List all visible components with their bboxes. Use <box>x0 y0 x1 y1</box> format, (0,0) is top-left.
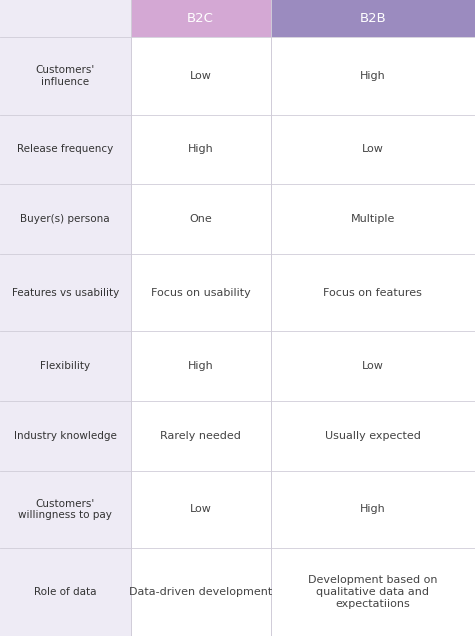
Bar <box>0 114 131 184</box>
Text: Low: Low <box>362 361 384 371</box>
Text: Customers'
willingness to pay: Customers' willingness to pay <box>19 499 112 520</box>
Text: Features vs usability: Features vs usability <box>12 287 119 298</box>
Text: Customers'
influence: Customers' influence <box>36 65 95 86</box>
Bar <box>271 254 475 331</box>
Text: Focus on features: Focus on features <box>323 287 422 298</box>
Bar <box>0 471 131 548</box>
Text: B2B: B2B <box>360 12 386 25</box>
Bar <box>131 401 271 471</box>
Text: Low: Low <box>190 71 212 81</box>
Bar <box>0 37 131 114</box>
Text: Development based on
qualitative data and
expectatiions: Development based on qualitative data an… <box>308 576 437 609</box>
Bar <box>271 0 475 37</box>
Bar <box>131 184 271 254</box>
Bar <box>271 114 475 184</box>
Text: High: High <box>188 361 214 371</box>
Bar <box>131 114 271 184</box>
Text: One: One <box>190 214 212 224</box>
Text: Rarely needed: Rarely needed <box>160 431 241 441</box>
Bar <box>0 548 131 636</box>
Bar <box>0 254 131 331</box>
Bar <box>131 548 271 636</box>
Text: Role of data: Role of data <box>34 587 96 597</box>
Bar <box>0 331 131 401</box>
Text: Flexibility: Flexibility <box>40 361 90 371</box>
Bar <box>131 0 271 37</box>
Bar <box>131 254 271 331</box>
Text: High: High <box>360 504 386 515</box>
Bar <box>131 37 271 114</box>
Text: Release frequency: Release frequency <box>17 144 114 155</box>
Text: High: High <box>360 71 386 81</box>
Text: Multiple: Multiple <box>351 214 395 224</box>
Bar <box>131 471 271 548</box>
Bar <box>271 184 475 254</box>
Bar <box>131 331 271 401</box>
Text: High: High <box>188 144 214 155</box>
Text: Buyer(s) persona: Buyer(s) persona <box>20 214 110 224</box>
Text: Industry knowledge: Industry knowledge <box>14 431 117 441</box>
Bar <box>0 401 131 471</box>
Bar <box>271 331 475 401</box>
Text: B2C: B2C <box>187 12 214 25</box>
Bar <box>271 471 475 548</box>
Bar <box>271 37 475 114</box>
Bar <box>271 548 475 636</box>
Text: Data-driven development: Data-driven development <box>129 587 272 597</box>
Bar <box>0 184 131 254</box>
Bar <box>271 401 475 471</box>
Text: Low: Low <box>190 504 212 515</box>
Text: Low: Low <box>362 144 384 155</box>
Text: Focus on usability: Focus on usability <box>151 287 251 298</box>
Bar <box>0 0 131 37</box>
Text: Usually expected: Usually expected <box>325 431 421 441</box>
